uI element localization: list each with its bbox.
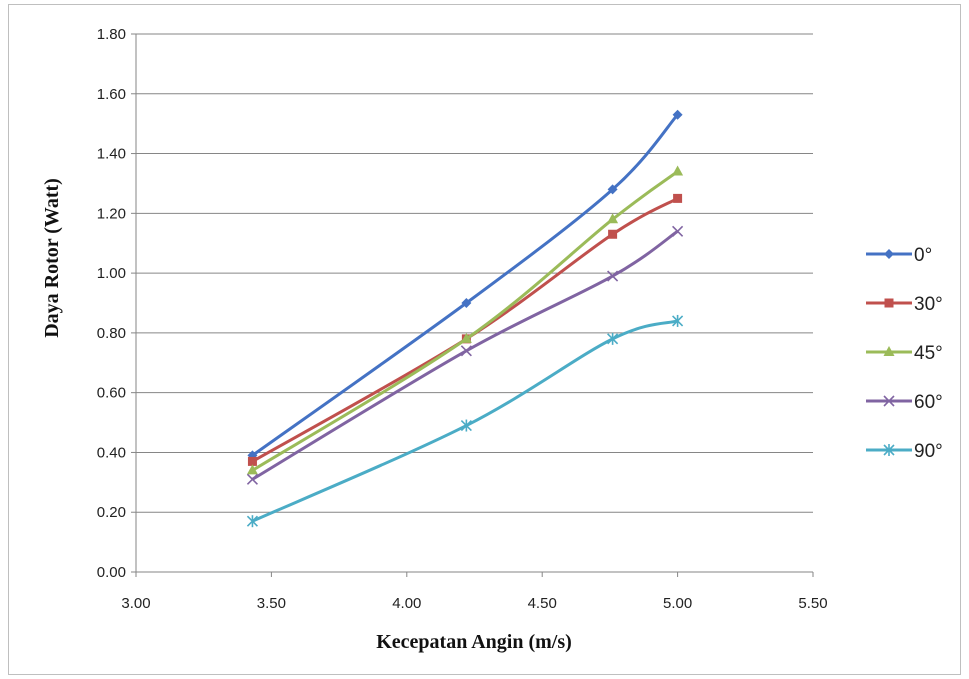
x-tick-label: 4.00: [392, 595, 421, 612]
series-2: [246, 165, 684, 475]
series-line: [251, 113, 679, 457]
x-tick-labels: 3.00 3.50 4.00 4.50 5.00 5.50: [121, 595, 827, 612]
series-line: [251, 319, 678, 523]
legend-swatch-marker: [883, 395, 895, 407]
series-lines: [246, 109, 684, 528]
x-tick-label: 3.00: [121, 595, 150, 612]
y-tick-label: 1.20: [97, 205, 126, 222]
data-point: [460, 419, 472, 432]
y-tick-label: 0.40: [97, 444, 126, 461]
legend-swatch-marker: [883, 444, 895, 456]
data-point: [608, 229, 618, 239]
legend: 0° 30° 45° 60° 90°: [866, 245, 943, 462]
legend-item: 90°: [866, 441, 943, 462]
legend-swatch-marker: [883, 346, 895, 356]
data-point: [607, 270, 619, 282]
y-tick-label: 1.40: [97, 146, 126, 163]
x-tick-label: 4.50: [528, 595, 557, 612]
data-point: [460, 332, 472, 343]
series-0: [247, 109, 683, 461]
legend-swatch-marker: [884, 298, 894, 308]
legend-label: 90°: [914, 441, 943, 462]
data-point: [607, 213, 619, 224]
series-3: [246, 225, 684, 485]
x-tick-label: 3.50: [257, 595, 286, 612]
axes: [131, 33, 814, 577]
y-tick-label: 1.60: [97, 86, 126, 103]
data-point: [672, 314, 684, 327]
data-point: [672, 225, 684, 237]
data-point: [246, 464, 258, 475]
data-point: [607, 184, 618, 195]
x-axis-title: Kecepatan Angin (m/s): [376, 631, 572, 653]
series-line: [251, 230, 679, 481]
legend-label: 60°: [914, 392, 943, 413]
y-tick-label: 1.00: [97, 265, 126, 282]
legend-label: 30°: [914, 294, 943, 315]
y-tick-label: 0.20: [97, 504, 126, 521]
data-point: [461, 298, 472, 308]
data-point: [672, 165, 684, 176]
legend-item: 60°: [866, 392, 943, 413]
y-tick-label: 0.60: [97, 385, 126, 402]
legend-item: 0°: [866, 245, 932, 266]
x-tick-label: 5.00: [663, 595, 692, 612]
legend-label: 45°: [914, 343, 943, 364]
data-point: [460, 345, 472, 357]
legend-item: 30°: [866, 294, 943, 315]
legend-label: 0°: [914, 245, 932, 266]
data-point: [672, 109, 683, 120]
y-tick-label: 0.00: [97, 564, 126, 581]
series-line: [251, 170, 679, 472]
y-tick-label: 1.80: [97, 26, 126, 43]
y-tick-label: 0.80: [97, 325, 126, 342]
data-point: [246, 515, 259, 528]
data-point: [607, 332, 619, 345]
data-point: [246, 473, 259, 485]
gridlines: [136, 33, 813, 513]
x-tick-label: 5.50: [798, 595, 827, 612]
legend-swatch-marker: [884, 249, 894, 259]
legend-item: 45°: [866, 343, 943, 364]
y-tick-labels: 0.00 0.20 0.40 0.60 0.80 1.00 1.20 1.40 1.60 1.80: [97, 26, 126, 581]
data-point: [247, 456, 257, 466]
data-point: [673, 193, 683, 203]
series-4: [246, 314, 684, 528]
series-line: [251, 197, 679, 463]
y-axis-title: Daya Rotor (Watt): [41, 178, 63, 338]
